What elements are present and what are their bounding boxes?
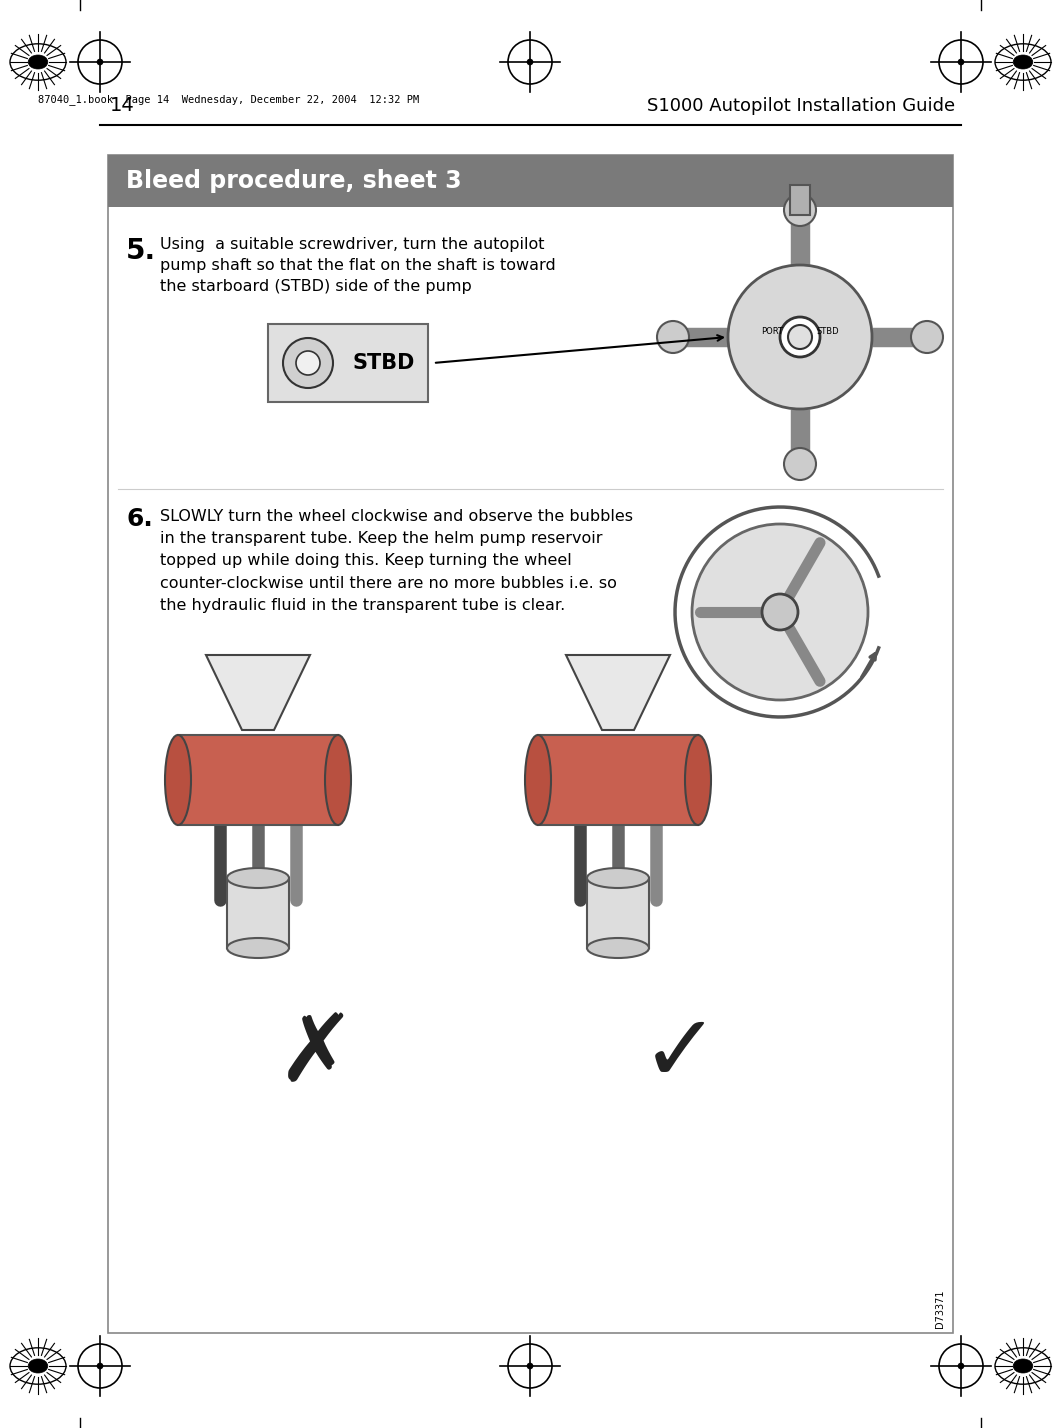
Ellipse shape	[1013, 56, 1032, 69]
Text: S1000 Autopilot Installation Guide: S1000 Autopilot Installation Guide	[647, 97, 955, 116]
Text: SLOWLY turn the wheel clockwise and observe the bubbles
in the transparent tube.: SLOWLY turn the wheel clockwise and obse…	[160, 508, 633, 613]
Circle shape	[958, 1362, 964, 1369]
Bar	[587, 878, 649, 948]
Polygon shape	[206, 655, 310, 730]
Text: STBD: STBD	[817, 327, 839, 337]
Bar	[227, 878, 289, 948]
Ellipse shape	[587, 938, 649, 958]
Ellipse shape	[325, 735, 351, 825]
Text: 6.: 6.	[126, 507, 153, 531]
Ellipse shape	[166, 735, 191, 825]
Text: D73371: D73371	[935, 1289, 945, 1328]
Text: ✓: ✓	[641, 1010, 719, 1101]
Bar	[108, 156, 953, 207]
Circle shape	[296, 351, 320, 376]
Circle shape	[527, 59, 533, 66]
Circle shape	[780, 317, 820, 357]
Text: Bleed procedure, sheet 3: Bleed procedure, sheet 3	[126, 169, 462, 193]
Bar	[108, 156, 953, 1332]
Text: STBD: STBD	[353, 353, 415, 373]
Ellipse shape	[587, 868, 649, 888]
Ellipse shape	[227, 938, 289, 958]
Bar	[178, 735, 338, 825]
Circle shape	[97, 59, 103, 66]
Text: ✗: ✗	[277, 1010, 355, 1101]
Ellipse shape	[227, 868, 289, 888]
Bar	[790, 186, 810, 216]
Circle shape	[911, 321, 943, 353]
Text: 87040_1.book  Page 14  Wednesday, December 22, 2004  12:32 PM: 87040_1.book Page 14 Wednesday, December…	[38, 94, 419, 106]
Circle shape	[728, 266, 872, 408]
Circle shape	[692, 524, 868, 700]
Circle shape	[657, 321, 689, 353]
Circle shape	[784, 448, 816, 480]
Polygon shape	[566, 655, 669, 730]
Circle shape	[97, 1362, 103, 1369]
Text: 14: 14	[110, 96, 135, 116]
Text: 5.: 5.	[126, 237, 156, 266]
Ellipse shape	[29, 56, 48, 69]
Circle shape	[784, 194, 816, 226]
Text: PORT: PORT	[761, 327, 783, 337]
Ellipse shape	[1013, 1359, 1032, 1372]
Circle shape	[958, 59, 964, 66]
Ellipse shape	[525, 735, 551, 825]
Text: Using  a suitable screwdriver, turn the autopilot
pump shaft so that the flat on: Using a suitable screwdriver, turn the a…	[160, 237, 556, 294]
Circle shape	[788, 326, 812, 348]
Bar	[268, 324, 428, 403]
Ellipse shape	[29, 1359, 48, 1372]
Circle shape	[762, 594, 798, 630]
Circle shape	[527, 1362, 533, 1369]
Bar	[538, 735, 698, 825]
Ellipse shape	[685, 735, 711, 825]
Circle shape	[283, 338, 333, 388]
